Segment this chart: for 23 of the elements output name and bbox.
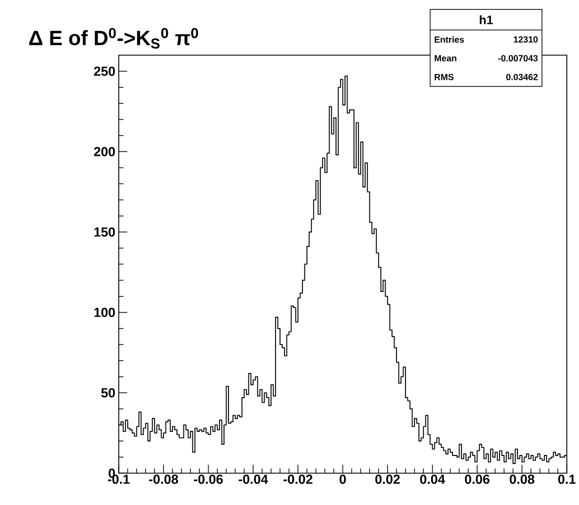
text: Entries (434, 36, 464, 43)
chart-title: Δ E of D$^{0}$->K$_{S}$$^{0}$ π$^{0}$ (29, 28, 198, 48)
y-tick-label: 200 (94, 146, 115, 156)
annotation: Mean (434, 54, 456, 62)
y-tick-label: 100 (94, 308, 115, 317)
annotation: RMS (434, 74, 454, 80)
y-tick-label: 50 (101, 388, 115, 398)
x-tick-label: 0.1 (558, 474, 576, 484)
x-tick-label: 0.02 (375, 474, 400, 484)
text: 12310 (514, 36, 538, 42)
x-tick-label: -0.06 (194, 474, 223, 484)
annotation: 0.03462 (506, 74, 538, 80)
x-tick-label: 0.04 (420, 474, 446, 484)
text: h1 (480, 15, 493, 24)
x-tick-label: 0 (340, 474, 346, 484)
x-tick-label: -0.04 (238, 474, 268, 484)
x-tick-label: 0.06 (464, 474, 490, 484)
annotation: -0.007043 (498, 54, 538, 62)
y-tick-label: 150 (94, 227, 115, 237)
x-tick-label: 0.08 (510, 474, 534, 484)
y-tick-label: 250 (94, 66, 115, 76)
x-tick-label: -0.02 (284, 474, 312, 484)
x-tick-label: -0.08 (149, 474, 178, 484)
